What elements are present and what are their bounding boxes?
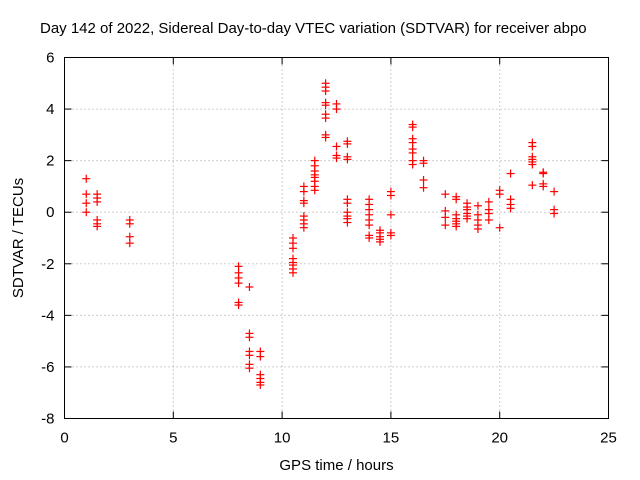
data-point xyxy=(245,364,254,373)
data-point xyxy=(419,175,428,184)
data-point xyxy=(473,224,482,233)
data-point xyxy=(484,215,493,224)
data-point xyxy=(539,169,548,178)
x-tick-label: 10 xyxy=(274,430,291,447)
data-point xyxy=(245,351,254,360)
data-points xyxy=(82,79,559,389)
data-point xyxy=(310,186,319,195)
data-point xyxy=(256,380,265,389)
data-point xyxy=(550,209,559,218)
x-tick-label: 5 xyxy=(169,430,177,447)
data-point xyxy=(452,195,461,204)
y-tick-label: 0 xyxy=(46,204,54,221)
data-point xyxy=(343,155,352,164)
plot-frame xyxy=(64,57,609,419)
x-tick-label: 15 xyxy=(383,430,400,447)
data-point xyxy=(539,182,548,191)
data-point xyxy=(495,223,504,232)
y-tick-label: 2 xyxy=(46,153,54,170)
y-tick-label: -6 xyxy=(41,359,54,376)
data-point xyxy=(321,114,330,123)
data-point xyxy=(343,139,352,148)
x-axis-label: GPS time / hours xyxy=(279,457,393,474)
data-point xyxy=(245,333,254,342)
data-point xyxy=(93,222,102,231)
data-point xyxy=(321,133,330,142)
data-point xyxy=(441,190,450,199)
data-point xyxy=(332,105,341,114)
data-point xyxy=(441,221,450,230)
data-point xyxy=(343,199,352,208)
data-point xyxy=(452,222,461,231)
data-point xyxy=(463,214,472,223)
data-point xyxy=(386,191,395,200)
data-point xyxy=(82,199,91,208)
data-point xyxy=(93,197,102,206)
y-tick-label: 4 xyxy=(46,101,54,118)
data-point xyxy=(299,199,308,208)
data-point xyxy=(288,244,297,253)
data-point xyxy=(473,201,482,210)
data-point xyxy=(125,239,134,248)
data-point xyxy=(321,101,330,110)
data-point xyxy=(332,142,341,151)
data-point xyxy=(82,208,91,217)
y-tick-label: -8 xyxy=(41,411,54,428)
data-point xyxy=(386,210,395,219)
data-point xyxy=(82,174,91,183)
y-tick-label: 6 xyxy=(46,50,54,67)
data-point xyxy=(365,234,374,242)
y-tick-label: -2 xyxy=(41,256,54,273)
data-point xyxy=(376,237,385,246)
data-point xyxy=(408,160,417,169)
x-tick-label: 0 xyxy=(60,430,68,447)
y-tick-label: -4 xyxy=(41,307,54,324)
data-point xyxy=(245,282,254,291)
data-point xyxy=(299,187,308,196)
data-point xyxy=(256,352,265,361)
data-point xyxy=(419,183,428,192)
data-point xyxy=(288,268,297,277)
data-point xyxy=(234,279,243,288)
data-point xyxy=(408,123,417,132)
data-point xyxy=(528,181,537,190)
data-point xyxy=(528,142,537,151)
data-point xyxy=(528,160,537,169)
data-point xyxy=(234,301,243,310)
data-point xyxy=(82,190,91,199)
chart-title: Day 142 of 2022, Sidereal Day-to-day VTE… xyxy=(40,20,587,37)
data-point xyxy=(419,159,428,168)
data-point xyxy=(343,218,352,227)
data-point xyxy=(441,213,450,222)
data-point xyxy=(408,148,417,157)
data-point xyxy=(484,197,493,206)
data-point xyxy=(321,87,330,96)
data-point xyxy=(506,204,515,213)
x-tick-label: 20 xyxy=(491,430,508,447)
axis-tick-labels: 0 5 10 15 20 25 -8 -6 -4 -2 0 2 4 6 xyxy=(41,50,617,447)
data-point xyxy=(386,231,395,240)
data-point xyxy=(550,187,559,196)
data-point xyxy=(332,154,341,163)
x-tick-label: 25 xyxy=(600,430,617,447)
y-axis-label: SDTVAR / TECUs xyxy=(10,178,27,298)
data-point xyxy=(299,223,308,232)
data-point xyxy=(365,221,374,230)
data-point xyxy=(125,219,134,228)
data-point xyxy=(506,169,515,178)
data-point xyxy=(495,190,504,199)
